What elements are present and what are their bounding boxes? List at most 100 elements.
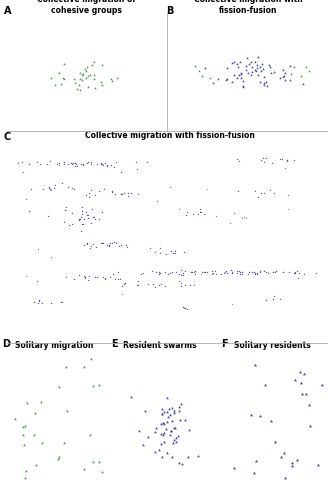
- Point: [229, 58, 234, 66]
- Point: [184, 208, 189, 216]
- Point: [153, 268, 159, 276]
- Point: [56, 160, 61, 168]
- Point: [81, 220, 86, 228]
- Point: [178, 270, 183, 278]
- Point: [141, 270, 146, 278]
- Point: [240, 77, 246, 85]
- Point: [225, 64, 230, 72]
- Point: [300, 80, 306, 88]
- Point: [280, 66, 286, 74]
- Point: [180, 460, 185, 468]
- Point: [255, 270, 260, 278]
- Point: [85, 214, 91, 222]
- Point: [122, 280, 127, 288]
- Point: [306, 67, 312, 75]
- Point: [96, 215, 102, 223]
- Point: [79, 76, 85, 84]
- Point: [245, 270, 250, 278]
- Point: [234, 155, 239, 163]
- Point: [176, 406, 182, 414]
- Point: [262, 82, 267, 90]
- Point: [287, 76, 293, 84]
- Point: [125, 243, 130, 251]
- Point: [92, 191, 98, 199]
- Point: [103, 275, 108, 283]
- Point: [86, 212, 91, 220]
- Point: [237, 270, 242, 278]
- Point: [282, 76, 287, 84]
- Point: [136, 190, 141, 198]
- Point: [90, 61, 95, 69]
- Point: [80, 162, 86, 170]
- Point: [172, 247, 178, 255]
- Point: [257, 268, 262, 276]
- Point: [109, 188, 115, 196]
- Point: [34, 276, 39, 284]
- Point: [261, 73, 267, 81]
- Point: [78, 214, 84, 222]
- Point: [156, 446, 161, 454]
- Point: [156, 281, 161, 289]
- Point: [197, 67, 202, 75]
- Point: [118, 190, 123, 198]
- Point: [94, 243, 99, 251]
- Point: [279, 155, 285, 163]
- Point: [259, 60, 265, 68]
- Point: [112, 238, 117, 246]
- Point: [108, 274, 113, 281]
- Point: [51, 184, 57, 192]
- Point: [231, 464, 236, 472]
- Point: [101, 160, 106, 168]
- Point: [197, 208, 203, 216]
- Point: [96, 458, 102, 466]
- Point: [83, 191, 88, 199]
- Point: [279, 452, 284, 460]
- Point: [63, 203, 69, 211]
- Text: Solitary migration: Solitary migration: [15, 341, 93, 350]
- Point: [249, 62, 255, 70]
- Point: [282, 474, 288, 482]
- Point: [109, 160, 114, 168]
- Point: [72, 162, 78, 170]
- Point: [303, 390, 309, 398]
- Point: [294, 267, 300, 275]
- Point: [36, 296, 42, 304]
- Point: [164, 394, 170, 402]
- Point: [253, 270, 258, 278]
- Point: [236, 71, 241, 79]
- Point: [285, 158, 290, 166]
- Point: [252, 58, 258, 66]
- Point: [189, 268, 195, 276]
- Point: [269, 70, 274, 78]
- Point: [152, 284, 158, 292]
- Point: [77, 70, 83, 78]
- Point: [231, 58, 237, 66]
- Point: [166, 404, 172, 412]
- Point: [161, 420, 167, 428]
- Point: [145, 432, 150, 440]
- Point: [99, 62, 105, 70]
- Point: [153, 248, 158, 256]
- Point: [69, 220, 74, 228]
- Point: [295, 456, 300, 464]
- Point: [88, 219, 93, 227]
- Point: [176, 459, 182, 467]
- Title: Collective migration with fission-fusion: Collective migration with fission-fusion: [85, 131, 255, 140]
- Point: [168, 411, 173, 419]
- Point: [271, 68, 276, 76]
- Point: [268, 186, 273, 194]
- Point: [69, 160, 75, 168]
- Point: [289, 462, 294, 469]
- Point: [288, 62, 293, 70]
- Point: [61, 60, 66, 68]
- Point: [158, 440, 164, 448]
- Point: [184, 306, 189, 314]
- Point: [108, 240, 113, 248]
- Point: [135, 278, 141, 285]
- Point: [254, 66, 259, 74]
- Point: [115, 268, 120, 276]
- Point: [239, 268, 244, 276]
- Point: [135, 282, 141, 290]
- Point: [183, 304, 188, 312]
- Point: [168, 432, 173, 440]
